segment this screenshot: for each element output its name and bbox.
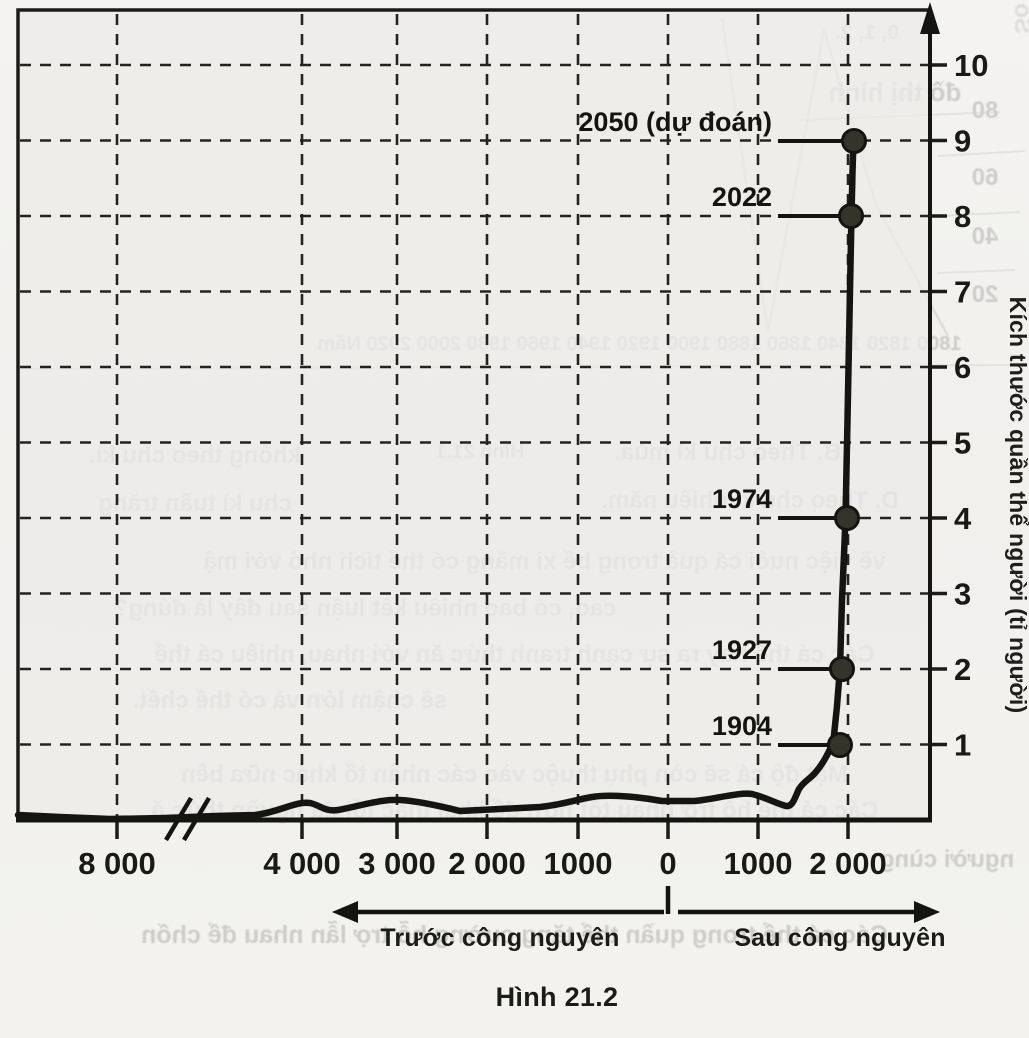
figure-caption: Hình 21.2 (495, 982, 619, 1012)
y-tick-label: 4 (954, 501, 972, 536)
annotated-points: 1904 1927 1974 2022 2050 (dự đoán) (578, 107, 867, 758)
x-tick-label: 3 000 (358, 846, 436, 881)
plot-area (18, 10, 930, 820)
x-tick-label: 8 000 (78, 846, 156, 881)
data-point-1904 (827, 732, 853, 758)
y-axis-arrow-icon (920, 2, 940, 34)
y-tick-label: 7 (954, 275, 971, 310)
data-point-2050 (841, 128, 867, 154)
axis-tick-labels: 8 000 4 000 3 000 2 000 1000 0 1000 2 000 1 2 3 4 5 6… (78, 48, 988, 881)
era-label-after: Sau công nguyên (734, 924, 946, 952)
point-label-1904: 1904 (712, 711, 772, 741)
point-label-2022: 2022 (712, 182, 772, 212)
population-curve (14, 136, 857, 823)
y-tick-label: 10 (954, 48, 988, 83)
y-tick-label: 9 (954, 124, 971, 159)
y-tick-label: 6 (954, 350, 971, 385)
data-point-1974 (834, 505, 860, 531)
y-tick-label: 8 (954, 199, 971, 234)
data-point-1927 (829, 656, 855, 682)
x-tick-label: 1000 (724, 846, 793, 881)
y-tick-label: 3 (954, 577, 971, 612)
era-label-before: Trước công nguyên (380, 924, 620, 952)
point-label-2050: 2050 (dự đoán) (578, 107, 772, 137)
point-label-1927: 1927 (712, 635, 772, 665)
right-arrow-icon (914, 901, 940, 923)
y-tick-label: 2 (954, 652, 971, 687)
y-axis-title: Kích thước quần thể người (tỉ người) (1005, 296, 1029, 714)
axis-ticks (115, 63, 947, 839)
x-tick-label: 0 (659, 846, 676, 881)
y-tick-label: 5 (954, 426, 971, 461)
left-arrow-icon (332, 901, 358, 923)
y-tick-label: 1 (954, 728, 971, 763)
x-tick-label: 2 000 (809, 846, 887, 881)
x-tick-label: 4 000 (263, 846, 341, 881)
x-tick-label: 1000 (544, 846, 613, 881)
x-tick-label: 2 000 (448, 846, 526, 881)
data-point-2022 (838, 203, 864, 229)
plot-border (16, 8, 930, 820)
era-axis (332, 886, 940, 923)
point-label-1974: 1974 (712, 484, 772, 514)
